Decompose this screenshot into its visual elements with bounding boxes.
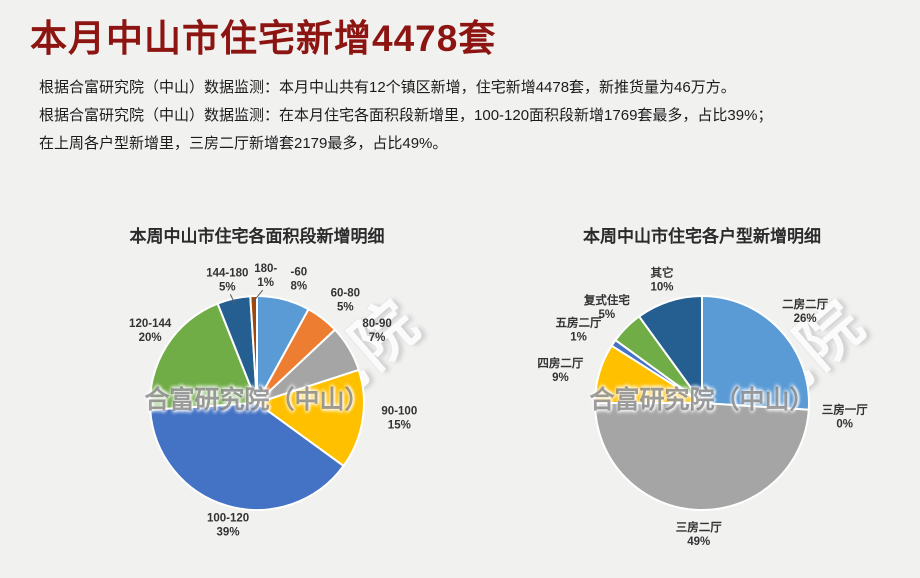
pie-slice-180- <box>249 294 258 404</box>
slice-label-180-: 180-1% <box>254 263 277 289</box>
slice-label-三房一厅: 三房一厅 0% <box>822 403 868 431</box>
slice-label-五房二厅: 五房二厅 1% <box>556 316 602 344</box>
slice-label-四房二厅: 四房二厅 9% <box>537 356 583 384</box>
area-segment-pie-chart: 究院 本周中山市住宅各面积段新增明细 -60 8% 60-80 5% 80-90 7% 90… <box>27 210 487 578</box>
pie-slice-二房二厅 <box>701 295 810 411</box>
slice-label-三房二厅: 三房二厅 49% <box>676 520 722 548</box>
pie-slice-其它 <box>638 295 703 404</box>
slice-label--60: -60 8% <box>291 266 308 292</box>
pie-slice-90-100 <box>256 368 365 467</box>
leader-line-180- <box>253 289 264 302</box>
page-title: 本月中山市住宅新增4478套 <box>30 18 497 59</box>
slice-label-144-180: 144-180 5% <box>206 267 248 293</box>
pie-slice-120-144 <box>149 302 258 411</box>
slice-label-60-80: 60-80 5% <box>331 288 360 314</box>
pie-slice-100-120 <box>149 402 345 511</box>
slice-label-80-90: 80-90 7% <box>362 318 391 344</box>
intro-paragraphs: 根据合富研究院（中山）数据监测：本月中山共有12个镇区新增，住宅新增4478套，… <box>39 74 772 158</box>
unit-type-pie-chart: 究院 本周中山市住宅各户型新增明细 二房二厅 26% 三房一厅 0% 三房二厅 49% 四房… <box>472 210 920 578</box>
slice-label-二房二厅: 二房二厅 26% <box>782 297 828 325</box>
intro-line-2: 根据合富研究院（中山）数据监测：在本月住宅各面积段新增里，100-120面积段新… <box>39 107 773 124</box>
pie-slice-三房二厅 <box>594 402 810 512</box>
slice-label-其它: 其它 10% <box>650 266 673 294</box>
area-segment-pie: -60 8% 60-80 5%80-90 7% 90-100 15% 100-120 39% 12… <box>129 263 417 539</box>
leader-line-144-180 <box>229 294 236 304</box>
slice-label-复式住宅: 复式住宅 5% <box>583 293 630 321</box>
intro-line-1: 根据合富研究院（中山）数据监测：本月中山共有12个镇区新增，住宅新增4478套，… <box>39 79 736 96</box>
slice-label-90-100: 90-100 15% <box>381 405 417 431</box>
unit-type-pie: 二房二厅 26% 三房一厅 0% 三房二厅 49% 四房二厅 9% 五房二厅 1%复式住宅 5% 其它… <box>537 266 868 548</box>
chart-title-area-segments: 本周中山市住宅各面积段新增明细 <box>129 227 385 246</box>
slice-label-100-120: 100-120 39% <box>207 513 249 539</box>
intro-line-3: 在上周各户型新增里，三房二厅新增套2179最多，占比49%。 <box>39 135 448 152</box>
slice-label-120-144: 120-144 20% <box>129 318 172 344</box>
chart-title-unit-types: 本周中山市住宅各户型新增明细 <box>583 227 821 246</box>
